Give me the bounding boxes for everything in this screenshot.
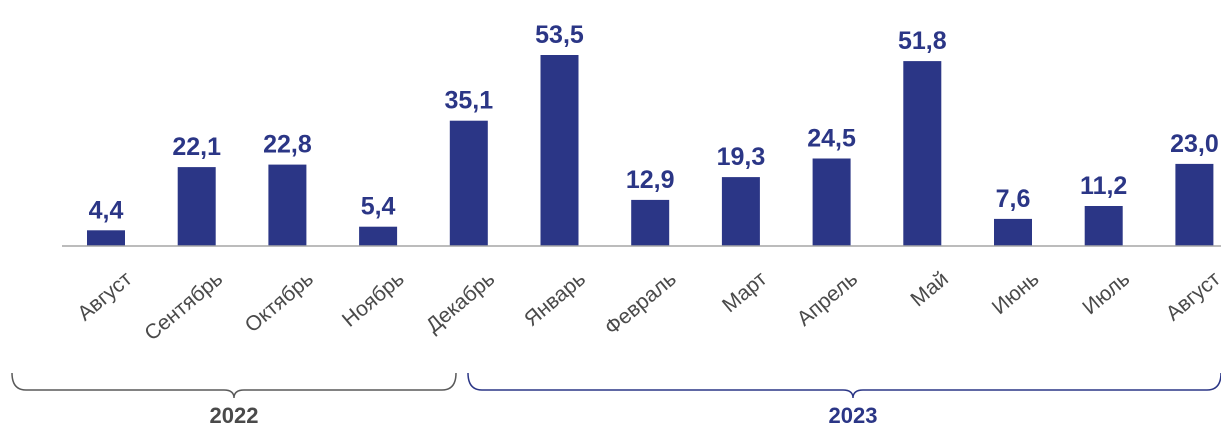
bars-layer xyxy=(87,55,1214,246)
category-label-9: Май xyxy=(906,267,952,311)
year-label-2022: 2022 xyxy=(210,403,259,428)
bar-6 xyxy=(631,199,670,246)
category-label-10: Июнь xyxy=(988,267,1044,319)
value-label-9: 51,8 xyxy=(898,27,947,55)
value-label-4: 35,1 xyxy=(444,87,493,115)
value-label-3: 5,4 xyxy=(361,193,396,221)
value-label-6: 12,9 xyxy=(626,166,675,194)
category-label-6: Февраль xyxy=(601,267,681,340)
value-label-10: 7,6 xyxy=(996,185,1031,213)
category-labels-layer: Август Сентябрь Октябрь Ноябрь Декабрь Январь… xyxy=(73,267,1221,345)
bar-12 xyxy=(1175,163,1214,246)
bar-9 xyxy=(903,61,942,246)
category-label-8: Апрель xyxy=(793,267,862,330)
bar-7 xyxy=(721,177,760,246)
year-bracket-2023 xyxy=(467,372,1221,399)
value-label-8: 24,5 xyxy=(807,125,856,153)
bar-5 xyxy=(540,55,579,246)
value-label-5: 53,5 xyxy=(535,21,584,49)
category-label-0: Август xyxy=(73,267,136,325)
category-label-1: Сентябрь xyxy=(140,267,227,345)
bar-8 xyxy=(812,158,851,246)
bar-3 xyxy=(359,226,398,246)
category-label-7: Март xyxy=(718,267,772,317)
category-label-11: Июль xyxy=(1078,267,1134,319)
value-label-12: 23,0 xyxy=(1170,130,1219,158)
year-brackets-layer: 2022 2023 xyxy=(11,372,1221,428)
value-labels-layer: 4,4 22,1 22,8 5,4 35,1 53,5 12,9 19,3 24,5 51,8 7,… xyxy=(89,21,1219,224)
value-label-2: 22,8 xyxy=(263,131,312,159)
year-bracket-2022 xyxy=(11,372,457,399)
bar-2 xyxy=(268,164,307,246)
bar-0 xyxy=(87,230,125,246)
category-label-2: Октябрь xyxy=(241,267,318,337)
category-label-3: Ноябрь xyxy=(338,267,409,331)
category-label-12: Август xyxy=(1162,267,1221,325)
value-label-7: 19,3 xyxy=(717,143,766,171)
category-label-5: Январь xyxy=(520,267,590,331)
bar-11 xyxy=(1084,206,1123,246)
bar-4 xyxy=(449,120,488,246)
bar-10 xyxy=(994,218,1032,246)
value-label-11: 11,2 xyxy=(1080,172,1127,200)
value-label-1: 22,1 xyxy=(172,133,221,161)
value-label-0: 4,4 xyxy=(89,196,124,224)
category-label-4: Декабрь xyxy=(422,267,500,337)
bar-1 xyxy=(177,167,216,246)
year-label-2023: 2023 xyxy=(829,403,878,428)
